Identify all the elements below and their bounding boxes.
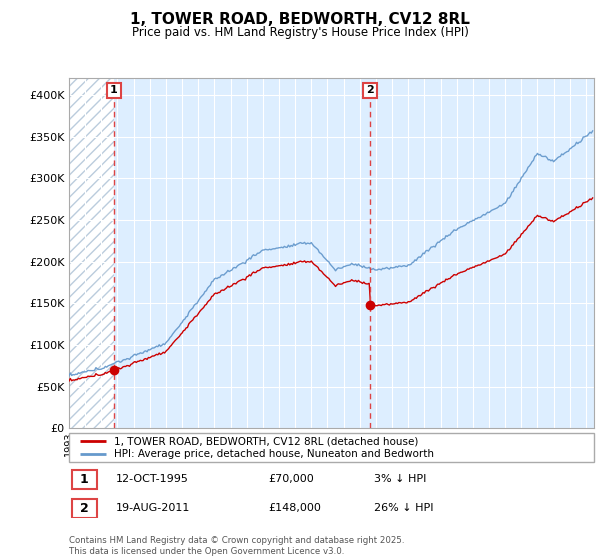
Text: 1, TOWER ROAD, BEDWORTH, CV12 8RL: 1, TOWER ROAD, BEDWORTH, CV12 8RL: [130, 12, 470, 27]
Text: 1: 1: [80, 473, 89, 486]
Text: 19-AUG-2011: 19-AUG-2011: [116, 503, 191, 514]
FancyBboxPatch shape: [69, 433, 594, 462]
Text: 1: 1: [110, 85, 118, 95]
Text: 2: 2: [366, 85, 374, 95]
Text: Contains HM Land Registry data © Crown copyright and database right 2025.
This d: Contains HM Land Registry data © Crown c…: [69, 536, 404, 556]
FancyBboxPatch shape: [71, 499, 97, 518]
FancyBboxPatch shape: [71, 470, 97, 489]
Text: 12-OCT-1995: 12-OCT-1995: [116, 474, 189, 484]
Text: Price paid vs. HM Land Registry's House Price Index (HPI): Price paid vs. HM Land Registry's House …: [131, 26, 469, 39]
Text: 3% ↓ HPI: 3% ↓ HPI: [373, 474, 426, 484]
Text: 26% ↓ HPI: 26% ↓ HPI: [373, 503, 433, 514]
Text: £148,000: £148,000: [269, 503, 322, 514]
Text: 2: 2: [80, 502, 89, 515]
Text: HPI: Average price, detached house, Nuneaton and Bedworth: HPI: Average price, detached house, Nune…: [113, 450, 434, 459]
Text: £70,000: £70,000: [269, 474, 314, 484]
Text: 1, TOWER ROAD, BEDWORTH, CV12 8RL (detached house): 1, TOWER ROAD, BEDWORTH, CV12 8RL (detac…: [113, 436, 418, 446]
